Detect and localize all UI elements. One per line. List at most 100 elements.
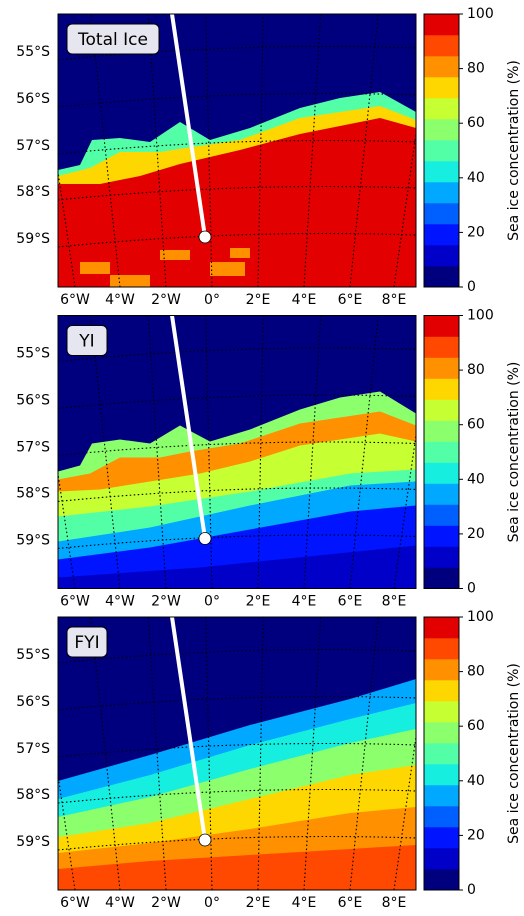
ice-field [58, 545, 416, 589]
colorbar-frame [423, 616, 460, 891]
colorbar-tick-label: 0 [467, 882, 476, 898]
colorbar-band [424, 701, 459, 723]
colorbar-band [424, 266, 459, 288]
graticule-lon [90, 617, 121, 890]
colorbar-tick-label: 20 [467, 224, 485, 240]
colorbar-label: Sea ice concentration (%) [506, 362, 522, 543]
colorbar-band [424, 785, 459, 807]
lat-label: 55°S [16, 44, 50, 60]
colorbar-tick-label: 40 [467, 170, 485, 186]
colorbar-band [424, 35, 459, 57]
colorbar-tick-label: 80 [467, 664, 485, 680]
colorbar-tick-label: 80 [467, 61, 485, 77]
lon-label: 4°E [292, 594, 317, 610]
graticule-lon [349, 315, 379, 589]
colorbar-band [424, 378, 459, 400]
colorbar-band [424, 245, 459, 267]
map-frame [57, 616, 417, 891]
graticule-lon [205, 617, 213, 890]
colorbar-band [424, 680, 459, 702]
colorbar-band [424, 764, 459, 786]
lon-label: 4°W [105, 594, 135, 610]
map-frame [57, 315, 417, 589]
lon-label: 4°E [292, 292, 317, 308]
colorbar-band [424, 336, 459, 358]
colorbar-band [424, 56, 459, 78]
graticule-lon [205, 14, 213, 287]
panel-title: FYI [74, 633, 99, 653]
colorbar-band [424, 98, 459, 120]
lon-label: 8°E [382, 895, 407, 911]
lat-label: 56°S [16, 694, 50, 710]
lon-label: 6°E [338, 895, 363, 911]
colorbar-band [424, 315, 459, 337]
colorbar-label: Sea ice concentration (%) [506, 663, 522, 844]
ice-patch [160, 250, 190, 260]
lon-label: 6°W [60, 594, 90, 610]
graticule-lon [90, 315, 121, 589]
title-box [66, 626, 108, 658]
colorbar-band [424, 140, 459, 162]
ice-field [58, 845, 416, 890]
colorbar-tick-label: 100 [467, 308, 494, 324]
panel-title: YI [78, 332, 94, 352]
lat-label: 58°S [16, 787, 50, 803]
colorbar-frame [423, 13, 460, 288]
lon-label: 2°W [151, 594, 181, 610]
colorbar-band [424, 77, 459, 99]
lon-label: 0° [204, 292, 220, 308]
ice-field [58, 118, 416, 287]
ice-patch [80, 262, 110, 274]
graticule-lon [90, 14, 121, 287]
colorbar-band [424, 14, 459, 36]
lon-label: 2°W [151, 895, 181, 911]
ship-track [170, 617, 207, 841]
ice-patch [230, 248, 250, 258]
graticule-lon [257, 14, 264, 287]
ship-position [198, 833, 212, 847]
lon-label: 6°E [338, 594, 363, 610]
colorbar-tick-label: 20 [467, 827, 485, 843]
colorbar-band [424, 441, 459, 463]
lat-label: 56°S [16, 393, 50, 409]
colorbar-band [424, 224, 459, 246]
panel-title: Total Ice [77, 30, 148, 50]
lat-label: 57°S [16, 741, 50, 757]
ship-position [198, 230, 212, 244]
colorbar-tick-label: 20 [467, 526, 485, 542]
map-area [58, 617, 416, 890]
graticule-lon [257, 315, 264, 589]
lat-label: 59°S [16, 834, 50, 850]
colorbar-band [424, 119, 459, 141]
colorbar-tick-label: 0 [467, 581, 476, 597]
lat-label: 57°S [16, 138, 50, 154]
lon-label: 8°E [382, 292, 407, 308]
map-area [58, 315, 416, 589]
lon-label: 2°W [151, 292, 181, 308]
colorbar-tick-label: 40 [467, 773, 485, 789]
colorbar-tick-label: 100 [467, 609, 494, 625]
map-panel: Total Ice 55°S 56°S 57°S 58°S 59°S 6°W 4°W 2°W 0°… [16, 6, 522, 308]
lat-label: 59°S [16, 533, 50, 549]
colorbar-tick-label: 60 [467, 718, 485, 734]
map-panel: FYI 55°S 56°S 57°S 58°S 59°S 6°W 4°W 2°W 0° 2°E 4°E… [16, 609, 522, 911]
lon-label: 6°W [60, 895, 90, 911]
graticule-lon [257, 617, 264, 890]
graticule-lon [205, 315, 213, 589]
lon-label: 0° [204, 594, 220, 610]
graticule-lon [303, 617, 322, 890]
colorbar-band [424, 806, 459, 828]
colorbar-band [424, 743, 459, 765]
colorbar-band [424, 504, 459, 526]
colorbar-tick-label: 40 [467, 471, 485, 487]
colorbar-tick-label: 100 [467, 6, 494, 22]
colorbar-band [424, 869, 459, 891]
lon-label: 2°E [246, 292, 271, 308]
colorbar-frame [423, 315, 460, 589]
ship-track [170, 315, 207, 539]
colorbar-tick-label: 80 [467, 362, 485, 378]
colorbar-tick-label: 0 [467, 279, 476, 295]
colorbar-band [424, 659, 459, 681]
lon-label: 2°E [246, 594, 271, 610]
